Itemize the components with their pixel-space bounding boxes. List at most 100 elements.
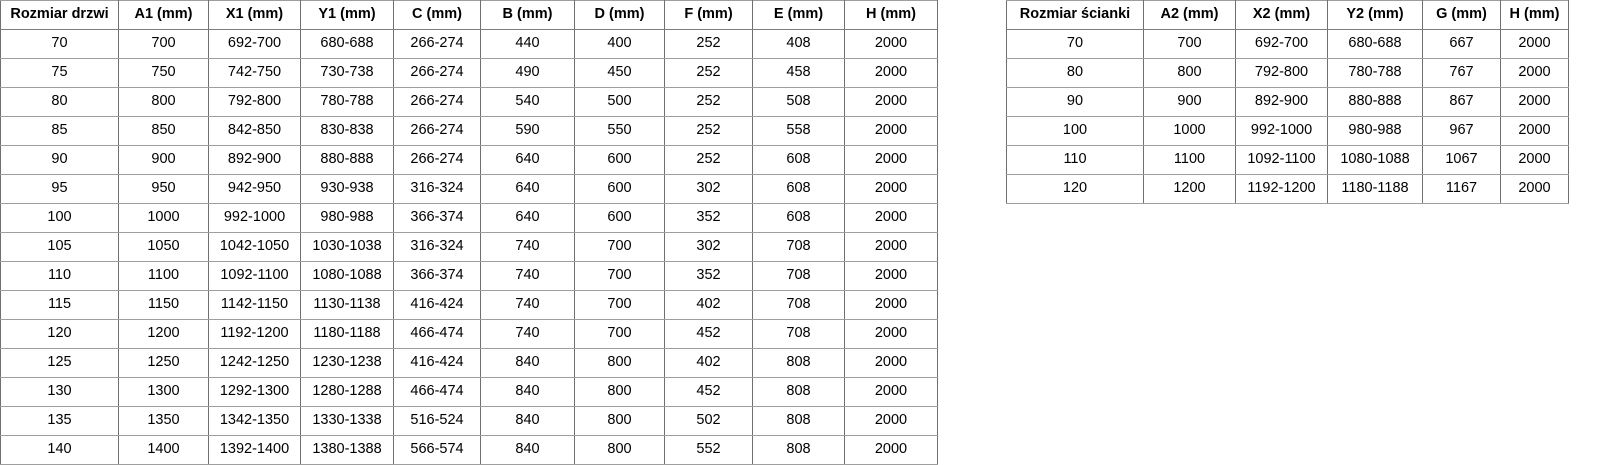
wall-cell-r5-c4: 1167 [1422, 174, 1501, 204]
door-cell-r7-c6: 700 [574, 232, 665, 262]
door-column-header-7: F (mm) [664, 0, 753, 30]
wall-cell-r1-c3: 780-788 [1327, 58, 1423, 88]
table-header-row: Rozmiar drzwi A1 (mm) X1 (mm) Y1 (mm) C (mm)… [0, 0, 938, 30]
door-cell-r12-c9: 2000 [844, 377, 938, 407]
door-column-header-9: H (mm) [844, 0, 938, 30]
wall-cell-r3-c1: 1000 [1143, 116, 1236, 146]
door-cell-r2-c8: 508 [752, 87, 845, 117]
door-column-header-6: D (mm) [574, 0, 665, 30]
door-cell-r2-c9: 2000 [844, 87, 938, 117]
door-cell-r13-c6: 800 [574, 406, 665, 436]
table-row: 70 700 692-700 680-688 266-274 440 400 252 408 20… [0, 29, 938, 59]
table-row: 120 1200 1192-1200 1180-1188 466-474 740 700 45… [0, 319, 938, 349]
table-row: 100 1000 992-1000 980-988 967 2000 [1006, 116, 1569, 146]
door-cell-r8-c0: 110 [0, 261, 119, 291]
wall-cell-r0-c5: 2000 [1500, 29, 1569, 59]
wall-cell-r5-c0: 120 [1006, 174, 1144, 204]
door-cell-r5-c3: 930-938 [300, 174, 394, 204]
door-cell-r12-c7: 452 [664, 377, 753, 407]
door-cell-r1-c3: 730-738 [300, 58, 394, 88]
wall-cell-r3-c4: 967 [1422, 116, 1501, 146]
door-cell-r10-c4: 466-474 [393, 319, 481, 349]
wall-cell-r0-c3: 680-688 [1327, 29, 1423, 59]
door-cell-r11-c9: 2000 [844, 348, 938, 378]
door-cell-r10-c7: 452 [664, 319, 753, 349]
door-cell-r8-c3: 1080-1088 [300, 261, 394, 291]
door-cell-r0-c2: 692-700 [208, 29, 301, 59]
door-cell-r12-c3: 1280-1288 [300, 377, 394, 407]
table-row: 120 1200 1192-1200 1180-1188 1167 2000 [1006, 174, 1569, 204]
door-dimensions-table: Rozmiar drzwi A1 (mm) X1 (mm) Y1 (mm) C (mm)… [0, 0, 938, 465]
door-cell-r1-c5: 490 [480, 58, 575, 88]
door-cell-r1-c0: 75 [0, 58, 119, 88]
door-cell-r10-c0: 120 [0, 319, 119, 349]
door-cell-r2-c4: 266-274 [393, 87, 481, 117]
door-cell-r9-c6: 700 [574, 290, 665, 320]
door-cell-r2-c6: 500 [574, 87, 665, 117]
door-cell-r14-c8: 808 [752, 435, 845, 465]
door-cell-r14-c6: 800 [574, 435, 665, 465]
table-row: 90 900 892-900 880-888 867 2000 [1006, 87, 1569, 117]
door-table-header: Rozmiar drzwi A1 (mm) X1 (mm) Y1 (mm) C (mm)… [0, 0, 938, 30]
door-cell-r9-c7: 402 [664, 290, 753, 320]
table-row: 100 1000 992-1000 980-988 366-374 640 600 352 60… [0, 203, 938, 233]
wall-cell-r4-c3: 1080-1088 [1327, 145, 1423, 175]
door-cell-r2-c5: 540 [480, 87, 575, 117]
door-cell-r13-c5: 840 [480, 406, 575, 436]
door-cell-r4-c0: 90 [0, 145, 119, 175]
door-cell-r14-c4: 566-574 [393, 435, 481, 465]
door-cell-r9-c8: 708 [752, 290, 845, 320]
door-cell-r9-c5: 740 [480, 290, 575, 320]
door-column-header-3: Y1 (mm) [300, 0, 394, 30]
wall-column-header-1: A2 (mm) [1143, 0, 1236, 30]
door-cell-r3-c7: 252 [664, 116, 753, 146]
door-cell-r12-c5: 840 [480, 377, 575, 407]
door-cell-r5-c0: 95 [0, 174, 119, 204]
wall-cell-r5-c5: 2000 [1500, 174, 1569, 204]
table-row: 115 1150 1142-1150 1130-1138 416-424 740 700 40… [0, 290, 938, 320]
door-cell-r8-c2: 1092-1100 [208, 261, 301, 291]
door-cell-r12-c4: 466-474 [393, 377, 481, 407]
door-cell-r11-c1: 1250 [118, 348, 209, 378]
door-cell-r6-c5: 640 [480, 203, 575, 233]
door-cell-r8-c4: 366-374 [393, 261, 481, 291]
door-column-header-8: E (mm) [752, 0, 845, 30]
door-cell-r10-c5: 740 [480, 319, 575, 349]
door-cell-r9-c2: 1142-1150 [208, 290, 301, 320]
door-cell-r1-c9: 2000 [844, 58, 938, 88]
table-row: 95 950 942-950 930-938 316-324 640 600 302 608 20… [0, 174, 938, 204]
door-cell-r5-c1: 950 [118, 174, 209, 204]
door-cell-r11-c7: 402 [664, 348, 753, 378]
door-cell-r11-c6: 800 [574, 348, 665, 378]
door-cell-r7-c5: 740 [480, 232, 575, 262]
door-cell-r5-c5: 640 [480, 174, 575, 204]
door-cell-r2-c7: 252 [664, 87, 753, 117]
table-row: 85 850 842-850 830-838 266-274 590 550 252 558 20… [0, 116, 938, 146]
table-row: 75 750 742-750 730-738 266-274 490 450 252 458 20… [0, 58, 938, 88]
door-cell-r6-c1: 1000 [118, 203, 209, 233]
door-cell-r14-c5: 840 [480, 435, 575, 465]
wall-cell-r2-c4: 867 [1422, 87, 1501, 117]
wall-cell-r3-c0: 100 [1006, 116, 1144, 146]
door-cell-r7-c4: 316-324 [393, 232, 481, 262]
door-cell-r1-c7: 252 [664, 58, 753, 88]
wall-table-body: 70 700 692-700 680-688 667 2000 80 800 792-800 78… [1006, 29, 1569, 204]
door-cell-r5-c7: 302 [664, 174, 753, 204]
door-cell-r1-c4: 266-274 [393, 58, 481, 88]
door-cell-r5-c4: 316-324 [393, 174, 481, 204]
wall-column-header-0: Rozmiar ścianki [1006, 0, 1144, 30]
door-cell-r7-c1: 1050 [118, 232, 209, 262]
door-cell-r11-c4: 416-424 [393, 348, 481, 378]
wall-cell-r2-c1: 900 [1143, 87, 1236, 117]
table-row: 110 1100 1092-1100 1080-1088 1067 2000 [1006, 145, 1569, 175]
table-header-row: Rozmiar ścianki A2 (mm) X2 (mm) Y2 (mm) G (m… [1006, 0, 1569, 30]
door-cell-r3-c5: 590 [480, 116, 575, 146]
door-cell-r3-c8: 558 [752, 116, 845, 146]
table-row: 80 800 792-800 780-788 266-274 540 500 252 508 20… [0, 87, 938, 117]
door-cell-r0-c5: 440 [480, 29, 575, 59]
door-cell-r3-c9: 2000 [844, 116, 938, 146]
wall-cell-r1-c0: 80 [1006, 58, 1144, 88]
wall-table-header: Rozmiar ścianki A2 (mm) X2 (mm) Y2 (mm) G (m… [1006, 0, 1569, 30]
door-cell-r7-c3: 1030-1038 [300, 232, 394, 262]
